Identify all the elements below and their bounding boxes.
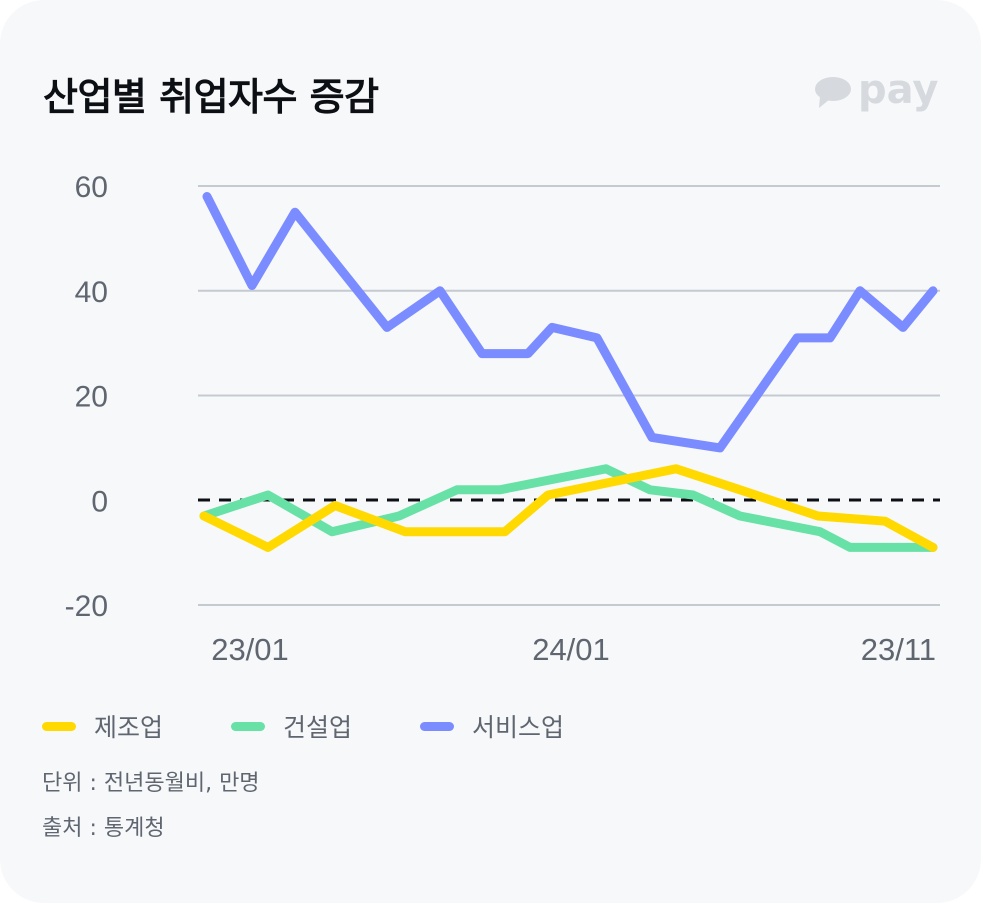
x-tick-label: 24/01 [532, 632, 610, 667]
x-tick-label: 23/11 [861, 632, 936, 667]
y-axis-labels: 60 40 20 0 -20 [65, 171, 108, 623]
legend-swatch-service [420, 721, 455, 731]
series-line [199, 464, 938, 552]
legend-label: 제조업 [94, 713, 164, 742]
grid-lines [198, 185, 940, 606]
x-tick-label: 23/01 [211, 632, 289, 667]
legend-item-construction[interactable]: 건설업 [231, 708, 352, 744]
legend-label: 서비스업 [472, 713, 565, 742]
legend: 제조업 건설업 서비스업 [42, 708, 632, 744]
y-tick-label: 0 [91, 485, 108, 518]
y-tick-label: -20 [65, 590, 108, 623]
legend-swatch-construction [231, 721, 266, 731]
speech-bubble-icon [815, 77, 851, 108]
line-chart: 60 40 20 0 -20 23/01 24/01 23/11 [65, 171, 940, 667]
series-line [202, 192, 938, 453]
logo-text: pay [858, 67, 939, 113]
legend-item-service[interactable]: 서비스업 [420, 708, 564, 744]
legend-item-manufacturing[interactable]: 제조업 [42, 708, 163, 744]
y-tick-label: 60 [75, 171, 108, 204]
unit-note: 단위 : 전년동월비, 만명 [42, 771, 260, 796]
source-note: 출처 : 통계청 [42, 816, 165, 841]
y-tick-label: 20 [75, 381, 108, 414]
pay-logo: pay [814, 70, 938, 110]
legend-swatch-manufacturing [42, 721, 76, 731]
series-lines [199, 192, 938, 552]
y-tick-label: 40 [75, 276, 108, 309]
series-line [199, 464, 938, 552]
chart-title: 산업별 취업자수 증감 [43, 75, 379, 119]
x-axis-labels: 23/01 24/01 23/11 [211, 632, 936, 667]
legend-label: 건설업 [283, 713, 353, 742]
